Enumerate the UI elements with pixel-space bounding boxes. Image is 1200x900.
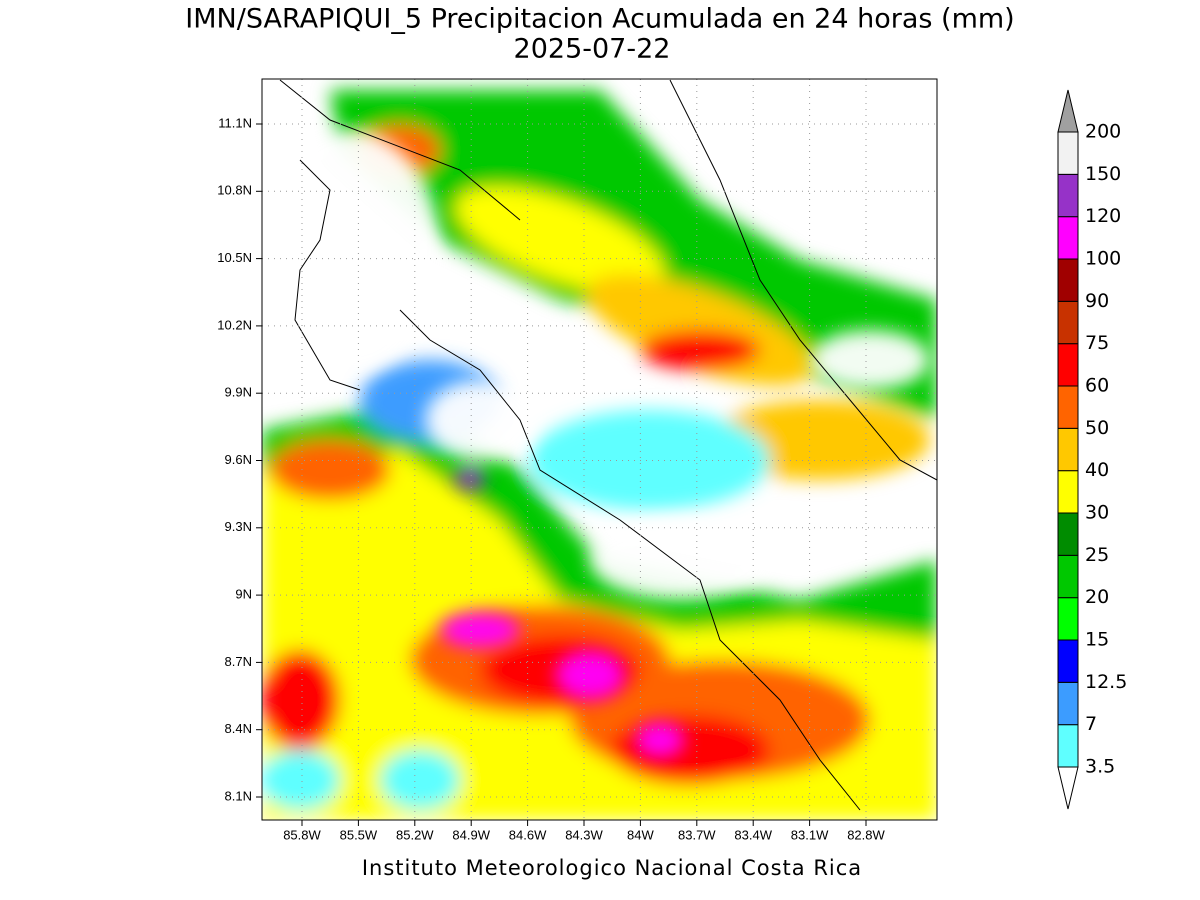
colorbar-swatch	[1057, 131, 1079, 175]
colorbar-label: 60	[1085, 375, 1109, 397]
lon-label: 84.3W	[565, 827, 603, 842]
colorbar-swatch	[1057, 597, 1079, 641]
colorbar-label: 75	[1085, 332, 1109, 354]
colorbar-swatch	[1057, 470, 1079, 514]
colorbar-over	[1057, 89, 1079, 133]
subtitle: 2025-07-22	[514, 34, 671, 65]
colorbar-label: 150	[1085, 163, 1121, 185]
colorbar-swatch	[1057, 681, 1079, 726]
lat-label: 8.7N	[225, 654, 252, 669]
lon-label: 82.8W	[847, 827, 885, 842]
colorbar-swatch	[1057, 343, 1079, 387]
lat-label: 8.1N	[225, 788, 252, 803]
colorbar-under	[1057, 766, 1079, 810]
title: IMN/SARAPIQUI_5 Precipitacion Acumulada …	[185, 4, 1014, 35]
map-frame	[261, 78, 938, 821]
colorbar-swatch	[1057, 385, 1079, 429]
colorbar-swatch	[1057, 300, 1079, 345]
precip-field	[262, 79, 937, 820]
lat-label: 9.3N	[225, 519, 252, 534]
lon-label: 83.7W	[678, 827, 716, 842]
colorbar-label: 40	[1085, 459, 1109, 481]
colorbar-label: 20	[1085, 586, 1109, 608]
colorbar-label: 100	[1085, 248, 1121, 270]
colorbar-swatch	[1057, 216, 1079, 260]
lon-label: 85.5W	[340, 827, 378, 842]
lat-label: 9.6N	[225, 452, 252, 467]
colorbar-label: 200	[1085, 121, 1121, 143]
lon-label: 83.1W	[791, 827, 829, 842]
colorbar-label: 15	[1085, 629, 1109, 651]
lat-label: 9.9N	[225, 385, 252, 400]
lon-label: 84.9W	[452, 827, 490, 842]
colorbar-label: 25	[1085, 544, 1109, 566]
lon-label: 83.4W	[734, 827, 772, 842]
lat-label: 8.4N	[225, 721, 252, 736]
lon-label: 85.8W	[283, 827, 321, 842]
colorbar-label: 3.5	[1085, 756, 1115, 778]
colorbar-swatch	[1057, 258, 1079, 302]
colorbar-swatch	[1057, 724, 1079, 768]
lat-label: 10.8N	[217, 183, 252, 198]
lat-label: 10.5N	[217, 250, 252, 265]
footer: Instituto Meteorologico Nacional Costa R…	[362, 856, 862, 880]
graticule: 11.1N 10.8N 10.5N 10.2N 9.9N 9.6N 9.3N 9N 8.7N 8.…	[217, 79, 937, 842]
colorbar-swatch	[1057, 173, 1079, 218]
lon-label: 84.6W	[509, 827, 547, 842]
colorbar-label: 120	[1085, 205, 1121, 227]
colorbar-swatch	[1057, 554, 1079, 599]
lat-label: 10.2N	[217, 317, 252, 332]
colorbar-label: 7	[1085, 713, 1097, 735]
lat-label: 9N	[235, 587, 252, 602]
colorbar-swatch	[1057, 427, 1079, 472]
lon-label: 85.2W	[396, 827, 434, 842]
colorbar-label: 30	[1085, 502, 1109, 524]
lat-label: 11.1N	[218, 115, 252, 130]
colorbar-label: 50	[1085, 417, 1109, 439]
colorbar-swatch	[1057, 512, 1079, 556]
lon-label: 84W	[627, 827, 654, 842]
colorbar: 3.5 7 12.5 15 20 25 30 40 50 60 75 90 100 120 150 200	[1057, 89, 1127, 810]
colorbar-swatch	[1057, 639, 1079, 683]
colorbar-label: 12.5	[1085, 671, 1127, 693]
colorbar-label: 90	[1085, 290, 1109, 312]
